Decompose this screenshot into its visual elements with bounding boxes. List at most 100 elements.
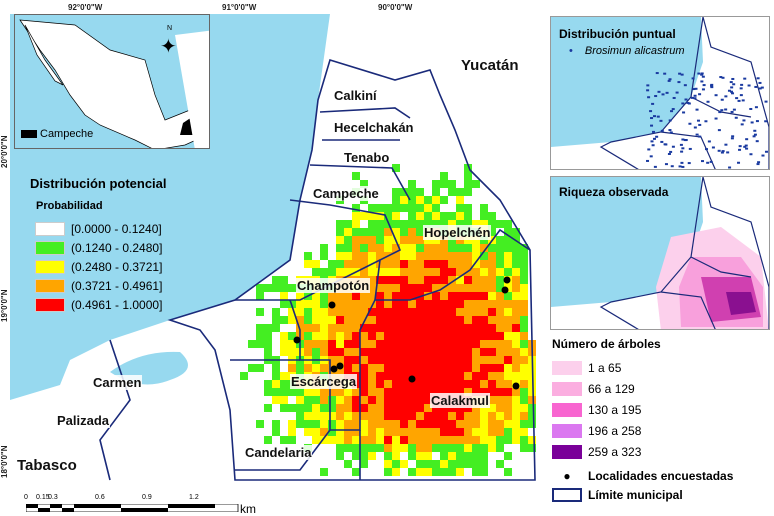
raster-cell	[376, 428, 384, 436]
raster-cell	[352, 324, 360, 332]
raster-cell	[448, 236, 456, 244]
raster-cell	[472, 308, 480, 316]
raster-cell	[328, 332, 336, 340]
raster-cell	[528, 412, 536, 420]
raster-cell	[384, 372, 392, 380]
municipality-label: Palizada	[56, 413, 111, 428]
raster-cell	[272, 324, 280, 332]
raster-cell	[328, 388, 336, 396]
occurrence-point	[738, 145, 742, 148]
raster-cell	[424, 420, 432, 428]
raster-cell	[320, 348, 328, 356]
legend-label: (0.1240 - 0.2480]	[71, 240, 163, 255]
raster-cell	[384, 276, 392, 284]
raster-cell	[464, 180, 472, 188]
raster-cell	[400, 268, 408, 276]
raster-cell	[488, 348, 496, 356]
occurrence-point	[764, 120, 768, 123]
raster-cell	[336, 412, 344, 420]
raster-cell	[336, 396, 344, 404]
raster-cell	[432, 380, 440, 388]
raster-cell	[512, 292, 520, 300]
raster-cell	[512, 332, 520, 340]
lat-label: 20°0'0"N	[0, 135, 9, 168]
raster-cell	[448, 284, 456, 292]
raster-cell	[424, 340, 432, 348]
raster-cell	[488, 308, 496, 316]
raster-cell	[480, 380, 488, 388]
raster-cell	[464, 220, 472, 228]
raster-cell	[376, 372, 384, 380]
locality-point	[501, 286, 509, 294]
raster-cell	[488, 340, 496, 348]
raster-cell	[352, 252, 360, 260]
raster-cell	[408, 276, 416, 284]
raster-cell	[392, 244, 400, 252]
locality-point	[293, 336, 301, 344]
raster-cell	[424, 308, 432, 316]
raster-cell	[368, 284, 376, 292]
raster-cell	[384, 284, 392, 292]
raster-cell	[304, 348, 312, 356]
raster-cell	[432, 364, 440, 372]
raster-cell	[408, 212, 416, 220]
raster-cell	[384, 428, 392, 436]
scale-tick-label: 0.3	[48, 494, 58, 501]
scale-tick-label: 0	[24, 494, 28, 501]
raster-cell	[480, 292, 488, 300]
raster-cell	[336, 404, 344, 412]
raster-cell	[416, 388, 424, 396]
raster-cell	[496, 300, 504, 308]
mexico-outline	[19, 19, 209, 148]
raster-cell	[432, 236, 440, 244]
raster-cell	[448, 412, 456, 420]
raster-cell	[280, 332, 288, 340]
raster-cell	[336, 356, 344, 364]
raster-cell	[520, 356, 528, 364]
raster-cell	[464, 452, 472, 460]
raster-cell	[456, 292, 464, 300]
scale-bar-graphic	[26, 504, 239, 512]
panel-title: Distribución puntual	[559, 25, 676, 43]
raster-cell	[320, 340, 328, 348]
raster-cell	[520, 396, 528, 404]
raster-cell	[464, 236, 472, 244]
raster-cell	[408, 404, 416, 412]
point-icon: •	[569, 45, 573, 57]
raster-cell	[432, 276, 440, 284]
raster-cell	[504, 396, 512, 404]
occurrence-point	[693, 97, 697, 100]
boundary-legend-item: Límite municipal	[552, 485, 733, 504]
raster-cell	[440, 236, 448, 244]
raster-cell	[464, 444, 472, 452]
raster-cell	[528, 396, 536, 404]
raster-cell	[368, 252, 376, 260]
occurrence-point	[760, 86, 764, 89]
raster-cell	[384, 268, 392, 276]
legend-item: (0.2480 - 0.3721]	[35, 257, 167, 276]
raster-cell	[480, 212, 488, 220]
raster-cell	[456, 452, 464, 460]
raster-cell	[400, 276, 408, 284]
raster-cell	[520, 308, 528, 316]
occurrence-point	[717, 149, 721, 152]
raster-cell	[496, 292, 504, 300]
raster-cell	[496, 244, 504, 252]
north-arrow-icon: ✦	[160, 36, 177, 58]
raster-cell	[392, 308, 400, 316]
occurrence-point	[680, 73, 684, 76]
occurrence-point	[682, 111, 686, 114]
occurrence-point	[761, 154, 765, 157]
raster-cell	[488, 364, 496, 372]
raster-cell	[472, 324, 480, 332]
occurrence-point	[663, 72, 667, 75]
raster-cell	[448, 260, 456, 268]
occurrence-point	[695, 108, 699, 111]
raster-cell	[408, 260, 416, 268]
raster-cell	[304, 340, 312, 348]
raster-cell	[304, 388, 312, 396]
raster-cell	[368, 324, 376, 332]
raster-cell	[440, 268, 448, 276]
occurrence-point	[702, 84, 706, 87]
raster-cell	[520, 364, 528, 372]
